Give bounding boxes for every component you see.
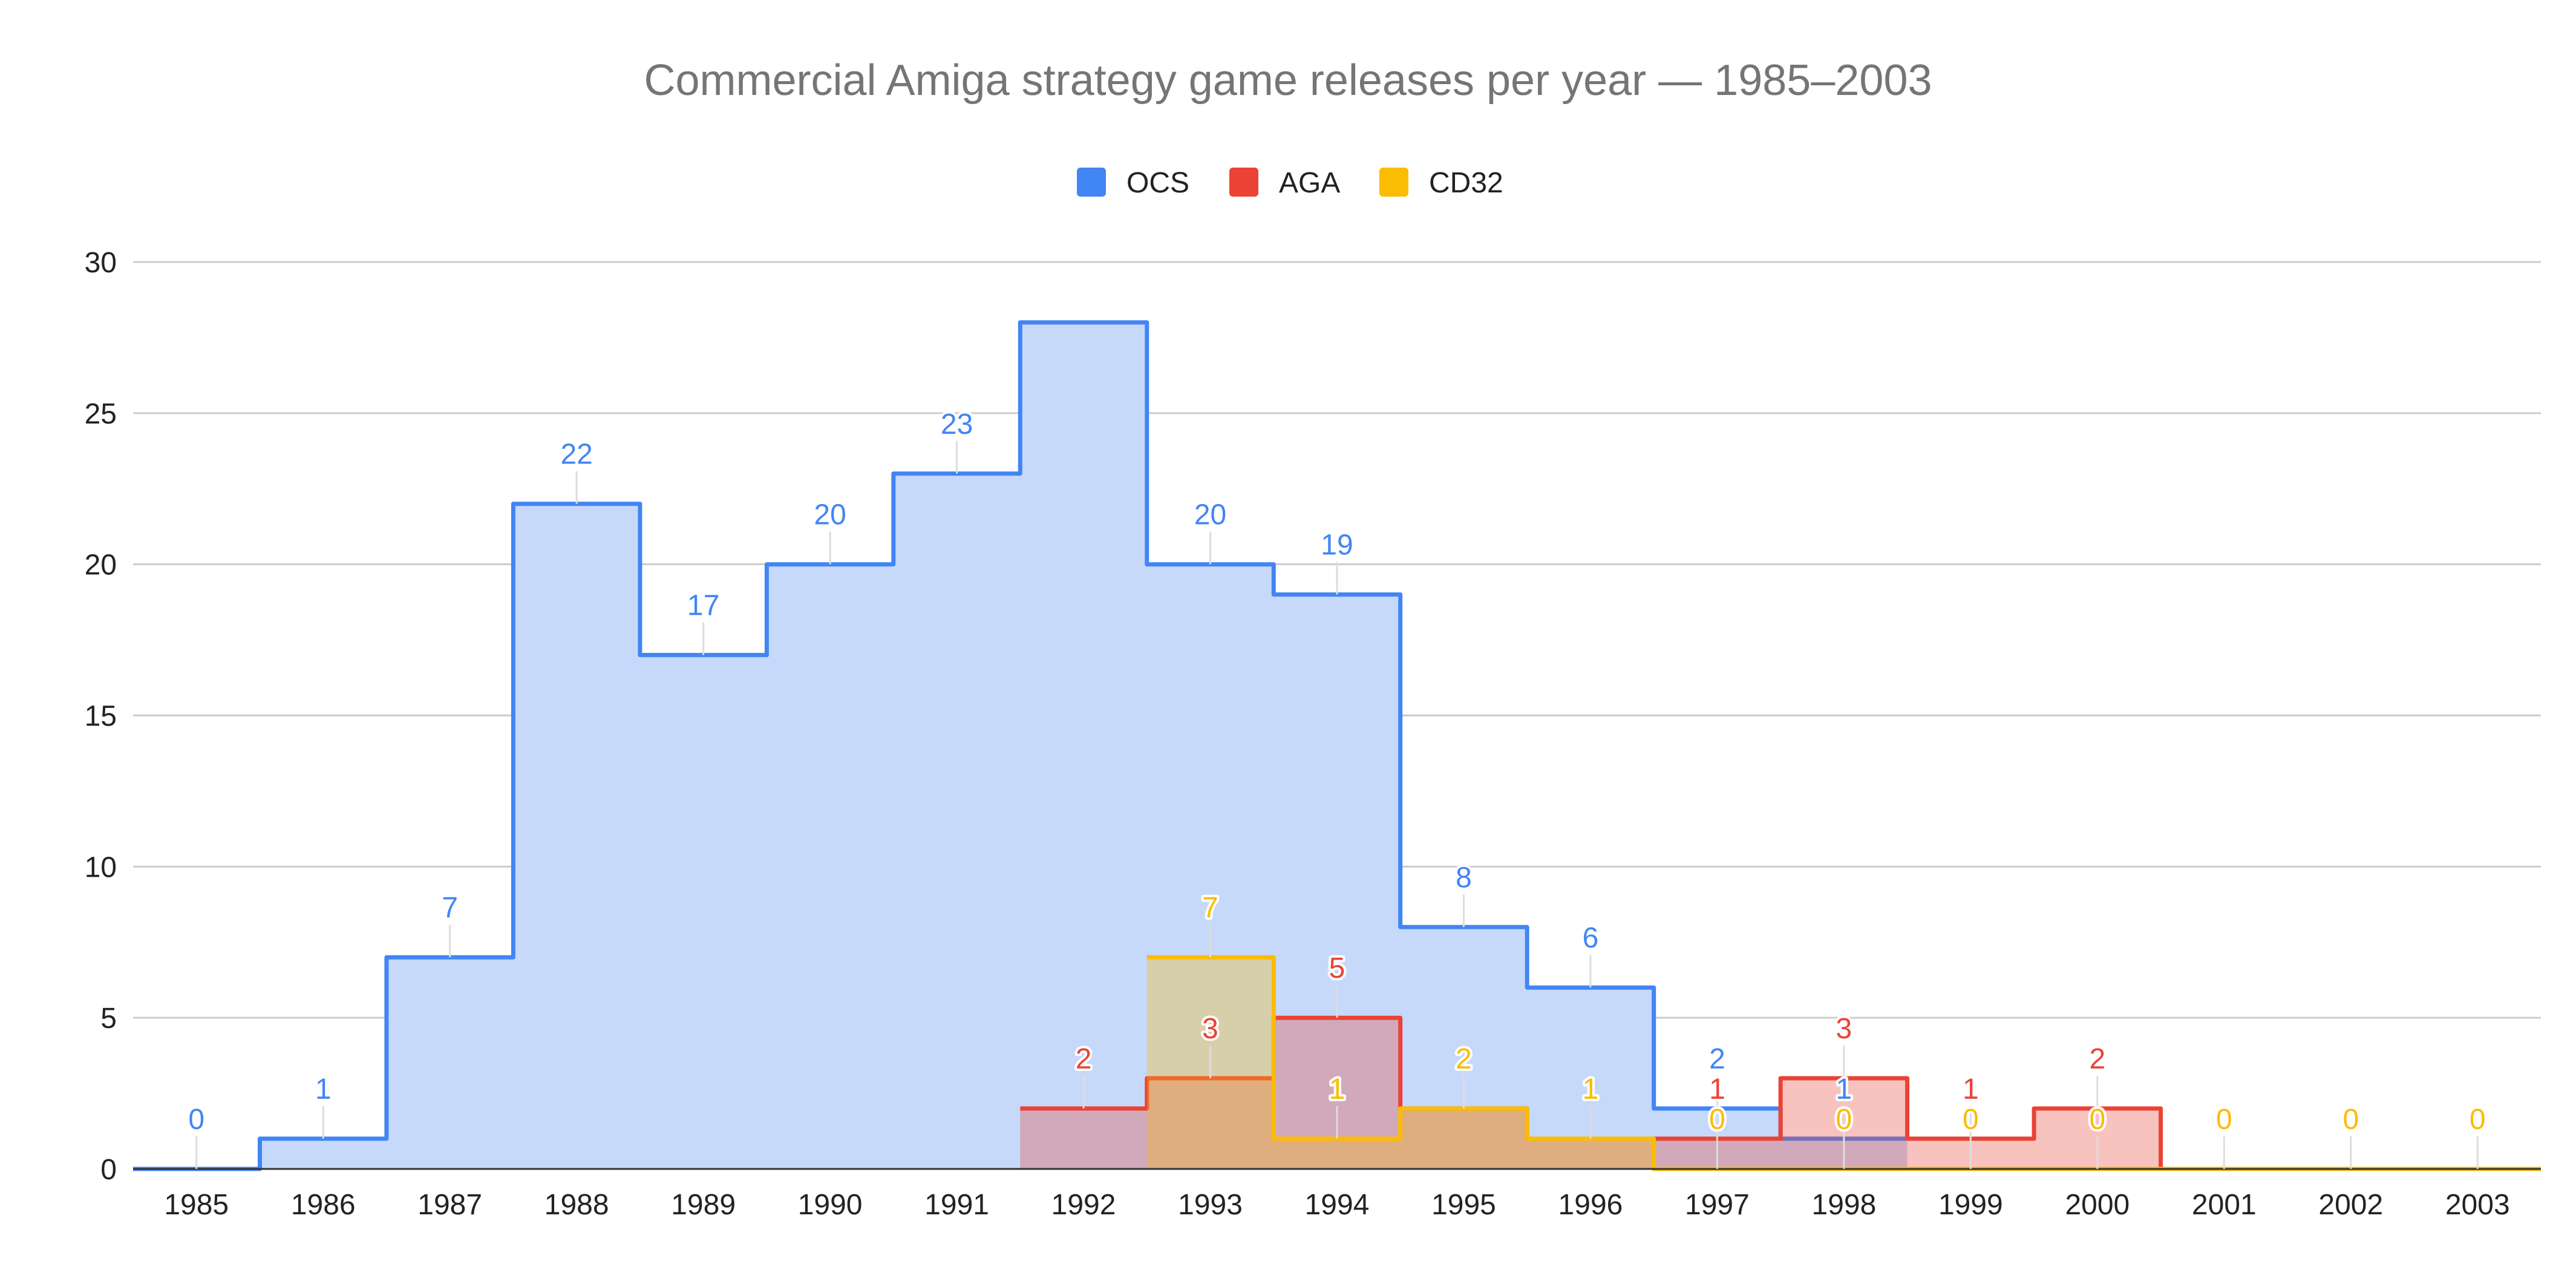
data-label-cd32: 0 <box>2470 1104 2486 1136</box>
series-layer <box>133 320 2541 1171</box>
label-leaders <box>195 440 2479 1169</box>
series-area-cd32 <box>1146 957 2541 1169</box>
data-label-cd32: 0 <box>2216 1104 2232 1136</box>
y-tick-label: 0 <box>100 1154 117 1186</box>
x-tick-label: 2003 <box>2445 1189 2510 1221</box>
legend-label-ocs: OCS <box>1126 167 1189 199</box>
data-label-aga: 2 <box>1076 1043 1092 1075</box>
data-label-aga: 1 <box>1963 1073 1979 1105</box>
y-tick-label: 15 <box>85 701 117 733</box>
data-label-cd32: 2 <box>1456 1043 1472 1075</box>
x-axis-ticks: 1985 1986 1987 1988 1989 1990 1991 1992 1993 1994… <box>164 1189 2509 1221</box>
data-label-cd32: 1 <box>1583 1073 1599 1105</box>
x-tick-label: 2000 <box>2065 1189 2130 1221</box>
legend-swatch-cd32 <box>1379 168 1408 197</box>
data-label-ocs: 20 <box>1194 499 1226 531</box>
data-label-ocs: 8 <box>1456 862 1472 894</box>
legend: OCS AGA CD32 <box>1077 167 1503 199</box>
x-tick-label: 1998 <box>1812 1189 1877 1221</box>
legend-item-aga[interactable]: AGA <box>1229 167 1340 199</box>
series-area-ocs <box>133 322 1907 1169</box>
data-label-aga: 5 <box>1329 952 1345 984</box>
x-tick-label: 2001 <box>2192 1189 2257 1221</box>
y-axis-ticks: 0 5 10 15 20 25 30 <box>85 247 117 1186</box>
y-tick-label: 30 <box>85 247 117 279</box>
data-label-ocs: 17 <box>687 590 719 622</box>
x-tick-label: 1999 <box>1938 1189 2003 1221</box>
y-tick-label: 5 <box>100 1003 117 1035</box>
data-label-ocs: 19 <box>1321 529 1353 561</box>
x-tick-label: 1997 <box>1685 1189 1750 1221</box>
data-label-cd32: 0 <box>1963 1104 1979 1136</box>
data-label-ocs: 0 <box>188 1104 204 1136</box>
data-label-aga: 1 <box>1709 1073 1725 1105</box>
x-tick-label: 1992 <box>1051 1189 1116 1221</box>
x-tick-label: 1993 <box>1178 1189 1243 1221</box>
data-label-cd32: 1 <box>1329 1073 1345 1105</box>
data-label-cd32: 0 <box>2342 1104 2359 1136</box>
data-label-ocs: 6 <box>1583 922 1599 954</box>
series-ocs <box>133 320 1907 1171</box>
data-label-aga: 3 <box>1202 1013 1218 1045</box>
x-tick-label: 2002 <box>2318 1189 2383 1221</box>
data-label-cd32: 7 <box>1202 892 1218 924</box>
x-tick-label: 1990 <box>798 1189 863 1221</box>
data-label-ocs: 22 <box>560 439 592 471</box>
data-label-cd32: 0 <box>1836 1104 1852 1136</box>
legend-item-cd32[interactable]: CD32 <box>1379 167 1503 199</box>
x-tick-label: 1985 <box>164 1189 229 1221</box>
x-tick-label: 1995 <box>1431 1189 1496 1221</box>
y-tick-label: 20 <box>85 549 117 581</box>
data-label-ocs: 2 <box>1709 1043 1725 1075</box>
data-label-ocs: 7 <box>442 892 458 924</box>
x-tick-label: 1986 <box>291 1189 356 1221</box>
y-tick-label: 10 <box>85 851 117 883</box>
chart-title: Commercial Amiga strategy game releases … <box>644 56 1932 105</box>
y-tick-label: 25 <box>85 398 117 430</box>
x-tick-label: 1991 <box>924 1189 989 1221</box>
x-tick-label: 1989 <box>671 1189 736 1221</box>
legend-swatch-aga <box>1229 168 1258 197</box>
data-label-cd32: 0 <box>1709 1104 1725 1136</box>
legend-item-ocs[interactable]: OCS <box>1077 167 1189 199</box>
data-label-ocs: 20 <box>814 499 846 531</box>
legend-label-aga: AGA <box>1279 167 1340 199</box>
legend-label-cd32: CD32 <box>1429 167 1503 199</box>
x-tick-label: 1994 <box>1305 1189 1370 1221</box>
data-label-ocs: 23 <box>941 408 973 440</box>
data-label-aga: 2 <box>2089 1043 2105 1075</box>
x-tick-label: 1987 <box>417 1189 482 1221</box>
data-label-cd32: 0 <box>2089 1104 2105 1136</box>
data-label-ocs: 1 <box>315 1073 332 1105</box>
x-tick-label: 1996 <box>1558 1189 1623 1221</box>
data-label-aga: 3 <box>1836 1013 1852 1045</box>
legend-swatch-ocs <box>1077 168 1106 197</box>
data-label-ocs: 1 <box>1836 1073 1852 1105</box>
x-tick-label: 1988 <box>544 1189 609 1221</box>
